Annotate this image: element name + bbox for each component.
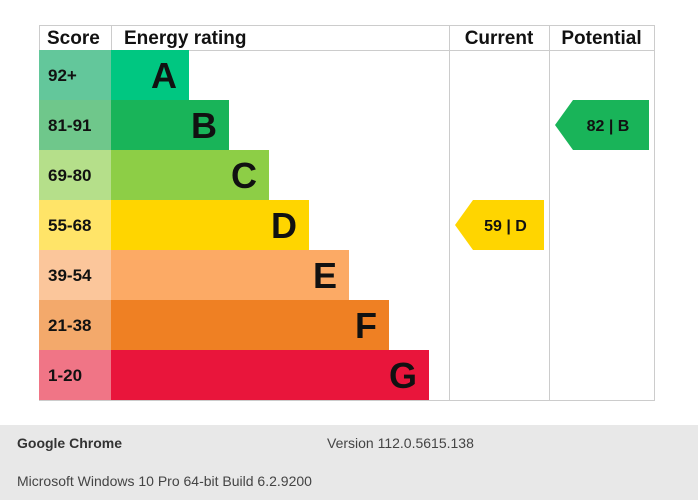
header-potential: Potential — [561, 28, 641, 49]
band-score-cell-a — [39, 50, 111, 100]
os-info: Microsoft Windows 10 Pro 64-bit Build 6.… — [17, 473, 312, 489]
band-letter-a: A — [151, 55, 177, 96]
band-range-b: 81-91 — [48, 116, 91, 135]
band-letter-e: E — [313, 255, 337, 296]
band-range-a: 92+ — [48, 66, 77, 85]
energy-rating-chart: Score Energy rating Current Potential 92+ A 81… — [39, 25, 655, 401]
band-range-c: 69-80 — [48, 166, 91, 185]
band-range-g: 1-20 — [48, 366, 82, 385]
header-score: Score — [47, 28, 100, 49]
band-score-cell-c — [39, 150, 111, 200]
band-range-e: 39-54 — [48, 266, 92, 285]
band-letter-c: C — [231, 155, 257, 196]
band-letter-f: F — [355, 305, 377, 346]
band-letter-b: B — [191, 105, 217, 146]
browser-name: Google Chrome — [17, 435, 123, 451]
browser-info-footer: Google Chrome Version 112.0.5615.138 Mic… — [0, 425, 698, 500]
band-range-f: 21-38 — [48, 316, 91, 335]
band-score-cell-g — [39, 350, 111, 400]
band-range-d: 55-68 — [48, 216, 91, 235]
band-letter-g: G — [389, 355, 417, 396]
band-score-cell-e — [39, 250, 111, 300]
header-current: Current — [465, 28, 534, 49]
band-bar-d — [111, 200, 309, 250]
band-letter-d: D — [271, 205, 297, 246]
band-bar-g — [111, 350, 429, 400]
current-rating-label: 59 | D — [484, 218, 527, 235]
band-score-cell-d — [39, 200, 111, 250]
band-bar-c — [111, 150, 269, 200]
header-energy-rating: Energy rating — [124, 28, 246, 49]
current-arrow — [455, 200, 544, 250]
potential-rating-label: 82 | B — [587, 118, 630, 135]
potential-arrow — [555, 100, 649, 150]
band-bar-f — [111, 300, 389, 350]
band-bar-a — [111, 50, 189, 100]
band-score-cell-f — [39, 300, 111, 350]
browser-version: Version 112.0.5615.138 — [327, 435, 474, 451]
band-bar-b — [111, 100, 229, 150]
band-bar-e — [111, 250, 349, 300]
band-score-cell-b — [39, 100, 111, 150]
